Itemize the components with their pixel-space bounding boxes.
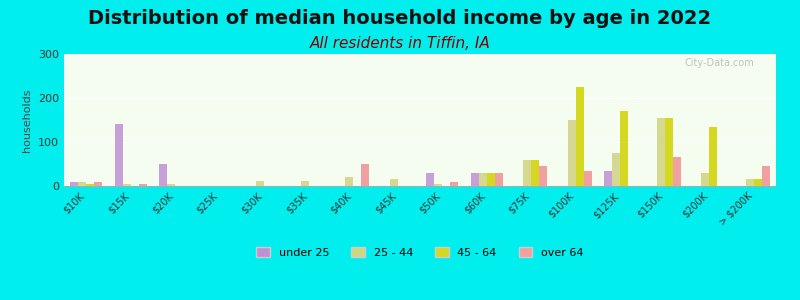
Bar — [159, 164, 167, 186]
Bar — [86, 184, 94, 186]
Bar — [494, 173, 502, 186]
Bar — [426, 173, 434, 186]
Bar — [138, 184, 146, 186]
Bar — [576, 87, 584, 186]
Bar — [754, 179, 762, 186]
Bar — [762, 166, 770, 186]
Bar — [78, 182, 86, 186]
Legend: under 25, 25 - 44, 45 - 64, over 64: under 25, 25 - 44, 45 - 64, over 64 — [252, 243, 588, 262]
Bar — [122, 184, 130, 186]
Bar — [702, 173, 710, 186]
Text: City-Data.com: City-Data.com — [685, 58, 754, 68]
Bar — [665, 118, 673, 186]
Bar — [604, 171, 612, 186]
Bar — [256, 181, 264, 186]
Bar — [531, 160, 539, 186]
Bar — [301, 181, 309, 186]
Bar — [584, 171, 592, 186]
Bar — [746, 179, 754, 186]
Bar — [568, 120, 576, 186]
Bar — [167, 184, 175, 186]
Text: All residents in Tiffin, IA: All residents in Tiffin, IA — [310, 36, 490, 51]
Bar — [346, 177, 354, 186]
Bar — [470, 173, 478, 186]
Bar — [434, 184, 442, 186]
Bar — [612, 153, 620, 186]
Bar — [486, 173, 494, 186]
Text: Distribution of median household income by age in 2022: Distribution of median household income … — [89, 9, 711, 28]
Bar — [673, 158, 681, 186]
Bar — [539, 166, 547, 186]
Bar — [94, 182, 102, 186]
Bar — [657, 118, 665, 186]
Bar — [450, 182, 458, 186]
Bar — [114, 124, 122, 186]
Bar — [362, 164, 370, 186]
Bar — [478, 173, 486, 186]
Bar — [523, 160, 531, 186]
Bar — [620, 111, 628, 186]
Bar — [70, 182, 78, 186]
Bar — [710, 127, 718, 186]
Y-axis label: households: households — [22, 88, 33, 152]
Bar — [390, 179, 398, 186]
